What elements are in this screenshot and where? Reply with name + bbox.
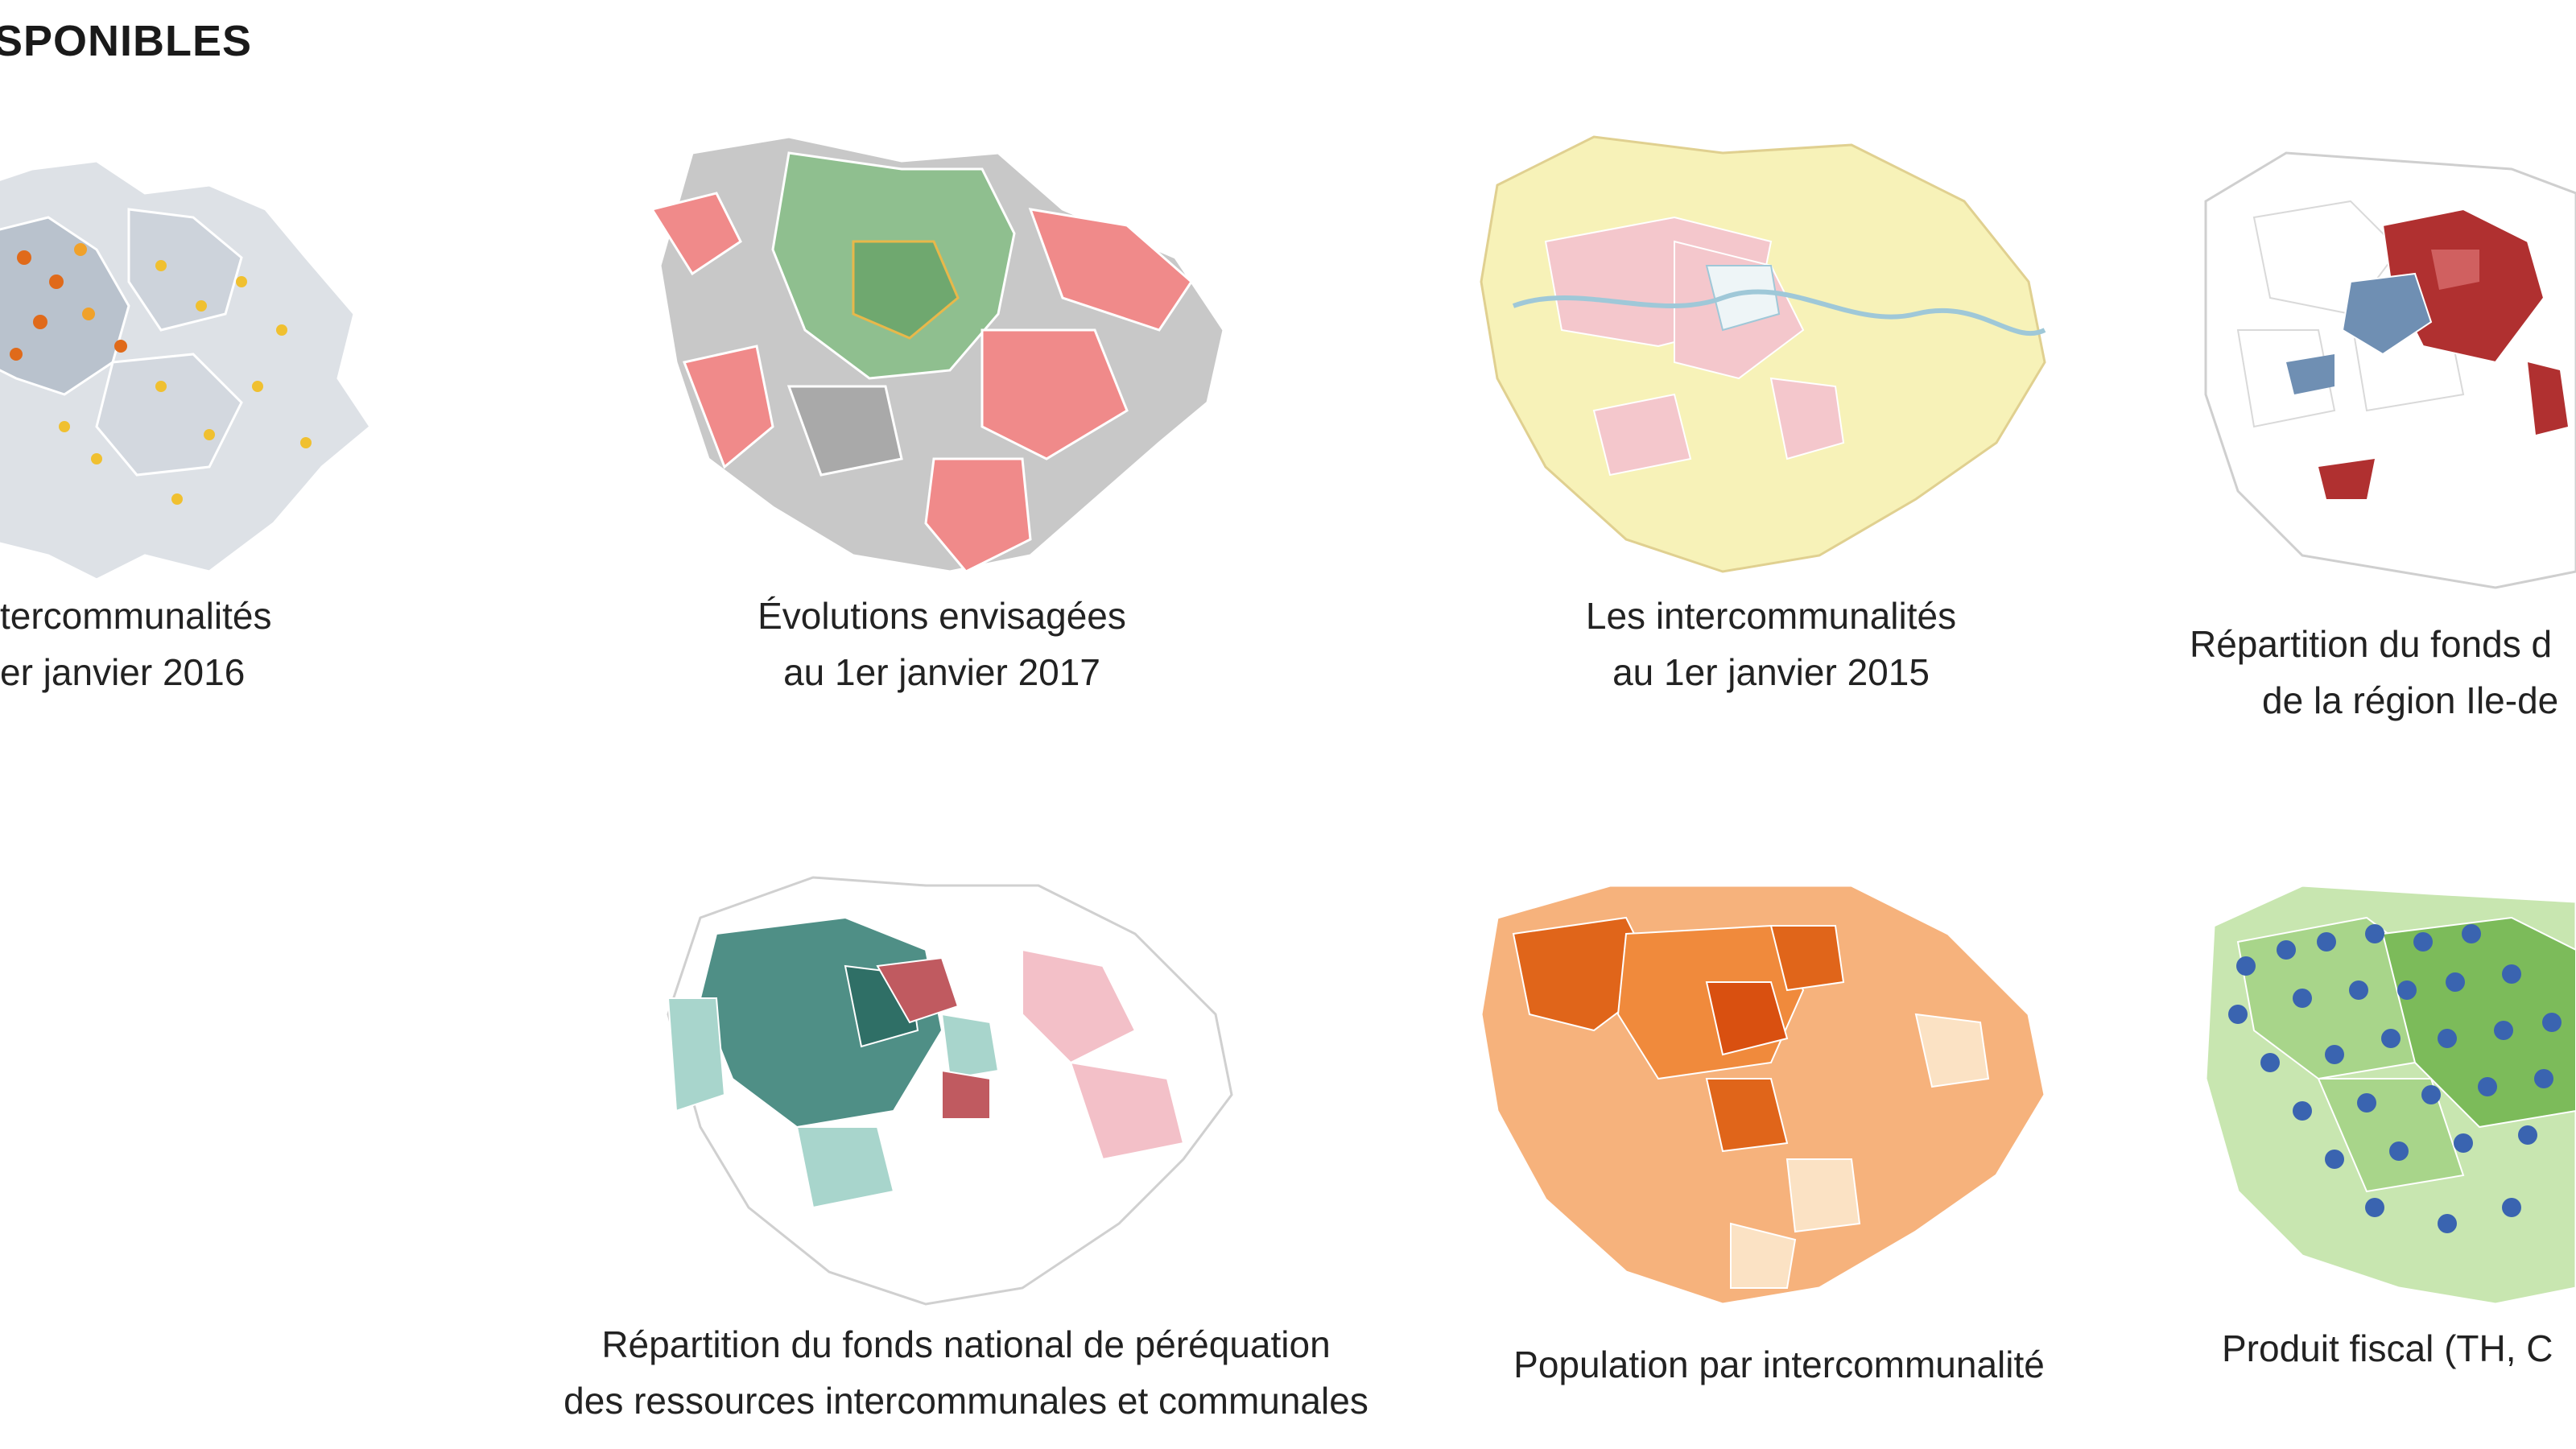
caption-line: Répartition du fonds national de péréqua… <box>601 1323 1331 1365</box>
caption-line: Population par intercommunalité <box>1513 1344 2045 1385</box>
map-caption-2015[interactable]: Les intercommunalités au 1er janvier 201… <box>1546 588 1996 700</box>
section-heading: SPONIBLES <box>0 17 253 65</box>
map-thumbnail-population[interactable] <box>1465 853 2093 1320</box>
map-caption-2016[interactable]: tercommunalités er janvier 2016 <box>0 588 271 700</box>
caption-line: Répartition du fonds d <box>2190 623 2553 665</box>
map-thumbnail-produit-fiscal[interactable] <box>2190 869 2576 1320</box>
map-caption-population[interactable]: Population par intercommunalité <box>1465 1336 2093 1393</box>
map-card-2016[interactable]: tercommunalités er janvier 2016 <box>0 121 419 716</box>
map-thumbnail-2016[interactable] <box>0 121 419 588</box>
map-card-fonds-national[interactable]: Répartition du fonds national de péréqua… <box>523 853 1409 1441</box>
caption-line: au 1er janvier 2015 <box>1612 651 1930 693</box>
map-thumbnail-2017[interactable] <box>644 121 1272 588</box>
caption-line: de la région Ile-de <box>2262 679 2559 721</box>
caption-line: Produit fiscal (TH, C <box>2222 1327 2553 1369</box>
caption-line: er janvier 2016 <box>0 651 246 693</box>
map-thumbnail-fonds-national[interactable] <box>652 853 1280 1320</box>
caption-line: au 1er janvier 2017 <box>783 651 1100 693</box>
map-thumbnail-2015[interactable] <box>1465 121 2093 588</box>
map-card-2017[interactable]: Évolutions envisagées au 1er janvier 201… <box>644 121 1272 716</box>
caption-line: Évolutions envisagées <box>758 595 1126 637</box>
caption-line: des ressources intercommunales et commun… <box>564 1380 1368 1422</box>
map-caption-produit-fiscal[interactable]: Produit fiscal (TH, C <box>2222 1320 2553 1377</box>
map-caption-2017[interactable]: Évolutions envisagées au 1er janvier 201… <box>724 588 1159 700</box>
map-caption-fonds-national[interactable]: Répartition du fonds national de péréqua… <box>523 1316 1409 1429</box>
caption-line: Les intercommunalités <box>1585 595 1957 637</box>
caption-line: tercommunalités <box>0 595 272 637</box>
map-card-fonds-region[interactable]: Répartition du fonds d de la région Ile-… <box>2190 121 2576 733</box>
map-card-population[interactable]: Population par intercommunalité <box>1465 853 2093 1417</box>
map-card-2015[interactable]: Les intercommunalités au 1er janvier 201… <box>1465 121 2093 716</box>
map-thumbnail-fonds-region[interactable] <box>2190 121 2576 604</box>
map-card-produit-fiscal[interactable]: Produit fiscal (TH, C <box>2190 869 2576 1417</box>
map-caption-fonds-region[interactable]: Répartition du fonds d de la région Ile-… <box>2190 616 2558 729</box>
